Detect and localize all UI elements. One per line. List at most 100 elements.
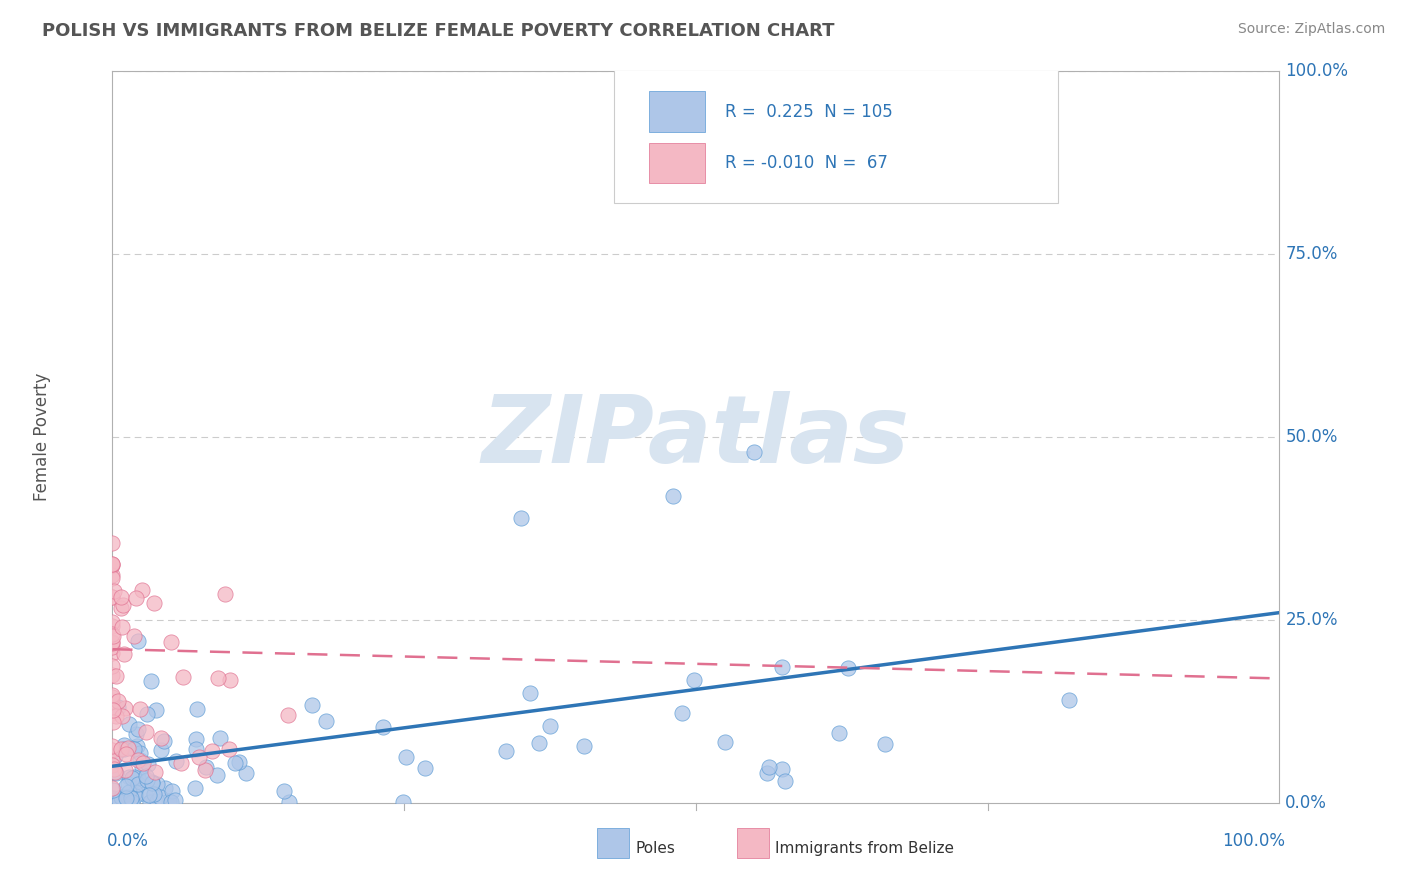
Point bbox=[121, 772, 143, 786]
Point bbox=[117, 789, 139, 804]
Point bbox=[159, 795, 181, 809]
Text: 100.0%: 100.0% bbox=[1222, 832, 1285, 850]
Point bbox=[135, 769, 157, 783]
Point bbox=[976, 152, 998, 166]
Point bbox=[315, 714, 337, 728]
Point bbox=[118, 785, 141, 799]
Point bbox=[111, 709, 134, 723]
Point bbox=[124, 789, 146, 803]
Point bbox=[186, 702, 208, 716]
FancyBboxPatch shape bbox=[737, 829, 769, 858]
Point bbox=[773, 773, 796, 788]
Point bbox=[770, 660, 793, 674]
Text: 75.0%: 75.0% bbox=[1285, 245, 1337, 263]
Point bbox=[127, 771, 149, 785]
Point bbox=[671, 706, 693, 720]
Point bbox=[110, 590, 132, 604]
Point bbox=[101, 636, 124, 650]
Point bbox=[146, 794, 169, 808]
Text: 50.0%: 50.0% bbox=[1285, 428, 1337, 446]
Point bbox=[837, 661, 859, 675]
Point bbox=[165, 754, 187, 768]
Point bbox=[114, 791, 136, 805]
Point bbox=[107, 700, 129, 714]
Point bbox=[214, 586, 236, 600]
Point bbox=[101, 706, 124, 720]
Point bbox=[186, 741, 208, 756]
Point bbox=[104, 766, 127, 780]
Point bbox=[103, 703, 125, 717]
Point bbox=[101, 626, 124, 640]
Point bbox=[117, 777, 139, 791]
Point bbox=[122, 741, 145, 756]
Point bbox=[115, 747, 138, 762]
Point bbox=[107, 694, 129, 708]
Point bbox=[101, 690, 124, 704]
Point bbox=[235, 765, 257, 780]
Point bbox=[149, 790, 172, 805]
Point bbox=[101, 635, 124, 649]
Point bbox=[224, 756, 246, 771]
Point bbox=[125, 739, 148, 753]
Point bbox=[103, 584, 125, 599]
Point bbox=[117, 741, 139, 756]
FancyBboxPatch shape bbox=[596, 829, 630, 858]
Text: R =  0.225  N = 105: R = 0.225 N = 105 bbox=[725, 103, 893, 120]
Point bbox=[112, 738, 135, 752]
Point bbox=[101, 739, 124, 754]
Point bbox=[713, 735, 735, 749]
Point bbox=[127, 753, 149, 767]
Point bbox=[495, 744, 517, 758]
Point bbox=[101, 558, 124, 572]
Point bbox=[143, 764, 166, 779]
Point bbox=[519, 686, 541, 700]
Point bbox=[128, 753, 150, 767]
Point bbox=[184, 780, 207, 795]
Point bbox=[170, 756, 193, 770]
Point bbox=[131, 582, 153, 597]
Point bbox=[112, 796, 135, 810]
Point bbox=[118, 716, 141, 731]
Point bbox=[186, 731, 208, 746]
Text: 25.0%: 25.0% bbox=[1285, 611, 1337, 629]
Point bbox=[104, 669, 127, 683]
Point bbox=[122, 770, 145, 784]
Point bbox=[276, 708, 298, 723]
Text: Immigrants from Belize: Immigrants from Belize bbox=[775, 840, 955, 855]
Point bbox=[101, 571, 124, 585]
Point bbox=[114, 764, 136, 778]
Point bbox=[104, 748, 127, 763]
Point bbox=[110, 789, 132, 804]
Point bbox=[207, 672, 229, 686]
Point bbox=[112, 741, 135, 756]
Point bbox=[135, 725, 157, 739]
Point bbox=[111, 599, 134, 613]
Point bbox=[101, 640, 124, 654]
Point bbox=[415, 761, 437, 775]
Point bbox=[160, 635, 183, 649]
Point bbox=[115, 780, 138, 794]
Point bbox=[101, 590, 124, 604]
Point bbox=[101, 782, 124, 797]
Point bbox=[101, 558, 124, 572]
Text: Source: ZipAtlas.com: Source: ZipAtlas.com bbox=[1237, 22, 1385, 37]
Point bbox=[136, 707, 159, 722]
Point bbox=[120, 791, 142, 805]
Point bbox=[101, 688, 124, 702]
Point bbox=[122, 787, 145, 801]
Point bbox=[101, 659, 124, 673]
Point bbox=[201, 744, 224, 758]
Point bbox=[138, 789, 160, 803]
Point bbox=[509, 510, 531, 524]
Point bbox=[527, 736, 550, 750]
Point bbox=[120, 796, 142, 810]
Point bbox=[228, 755, 250, 769]
Point bbox=[114, 789, 136, 804]
Point bbox=[128, 634, 150, 648]
Point bbox=[125, 591, 148, 605]
Point bbox=[163, 793, 186, 807]
Point bbox=[159, 794, 181, 808]
Point bbox=[125, 778, 148, 792]
Point bbox=[143, 787, 166, 801]
Point bbox=[187, 750, 209, 764]
